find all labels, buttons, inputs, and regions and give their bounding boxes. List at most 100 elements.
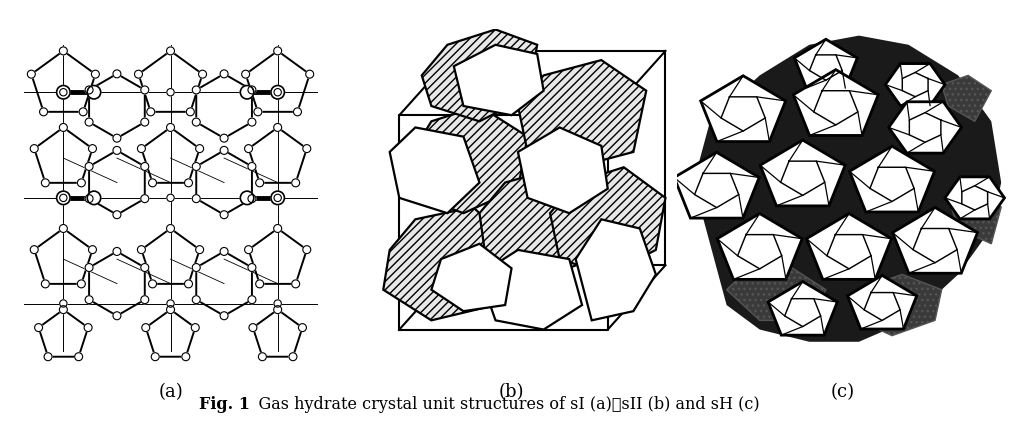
- Circle shape: [167, 300, 174, 307]
- Circle shape: [113, 70, 121, 78]
- Circle shape: [60, 300, 67, 307]
- Circle shape: [167, 123, 174, 131]
- Circle shape: [137, 246, 146, 253]
- Circle shape: [140, 163, 149, 171]
- Text: (c): (c): [831, 383, 854, 401]
- Polygon shape: [945, 177, 1005, 219]
- Circle shape: [302, 246, 310, 253]
- Circle shape: [86, 264, 93, 272]
- Circle shape: [292, 179, 299, 187]
- Circle shape: [274, 194, 281, 202]
- Circle shape: [92, 70, 100, 78]
- Circle shape: [192, 163, 201, 171]
- Circle shape: [271, 191, 284, 205]
- Circle shape: [140, 264, 149, 272]
- Polygon shape: [850, 146, 935, 212]
- Text: (a): (a): [158, 383, 183, 401]
- Polygon shape: [454, 45, 544, 115]
- Circle shape: [184, 280, 192, 288]
- Circle shape: [113, 312, 121, 320]
- Polygon shape: [575, 219, 656, 320]
- Text: (b): (b): [499, 383, 524, 401]
- Polygon shape: [948, 189, 1001, 244]
- Circle shape: [140, 118, 149, 126]
- Polygon shape: [794, 39, 857, 88]
- Circle shape: [42, 280, 49, 288]
- Circle shape: [88, 85, 101, 99]
- Circle shape: [248, 163, 256, 171]
- Polygon shape: [793, 69, 879, 136]
- Circle shape: [140, 296, 149, 304]
- Circle shape: [57, 85, 70, 99]
- Circle shape: [192, 264, 201, 272]
- Circle shape: [220, 134, 228, 142]
- Circle shape: [274, 306, 282, 314]
- Circle shape: [84, 324, 92, 332]
- Circle shape: [60, 88, 67, 96]
- Circle shape: [40, 108, 48, 116]
- Polygon shape: [432, 244, 511, 311]
- Circle shape: [248, 118, 256, 126]
- Circle shape: [274, 123, 282, 131]
- Circle shape: [192, 195, 201, 203]
- Circle shape: [249, 324, 257, 332]
- Circle shape: [74, 353, 82, 361]
- Circle shape: [140, 86, 149, 94]
- Circle shape: [289, 353, 297, 361]
- Circle shape: [137, 145, 146, 152]
- Text: Gas hydrate crystal unit structures of sI (a)，sII (b) and sH (c): Gas hydrate crystal unit structures of s…: [238, 396, 759, 413]
- Polygon shape: [886, 64, 945, 106]
- Circle shape: [248, 264, 256, 272]
- Circle shape: [89, 145, 97, 152]
- Circle shape: [31, 145, 39, 152]
- Circle shape: [259, 353, 267, 361]
- Polygon shape: [409, 106, 527, 213]
- Polygon shape: [421, 29, 538, 121]
- Circle shape: [271, 85, 284, 99]
- Circle shape: [142, 324, 150, 332]
- Circle shape: [31, 246, 39, 253]
- Circle shape: [167, 47, 174, 55]
- Circle shape: [60, 194, 67, 202]
- Circle shape: [191, 324, 200, 332]
- Polygon shape: [390, 128, 479, 213]
- Circle shape: [274, 88, 281, 96]
- Circle shape: [293, 108, 301, 116]
- Polygon shape: [889, 102, 961, 153]
- Circle shape: [253, 108, 262, 116]
- Polygon shape: [700, 76, 786, 141]
- Circle shape: [86, 296, 93, 304]
- Circle shape: [248, 86, 256, 94]
- Circle shape: [86, 86, 93, 94]
- Circle shape: [35, 324, 43, 332]
- Circle shape: [140, 195, 149, 203]
- Polygon shape: [479, 167, 602, 280]
- Circle shape: [182, 353, 189, 361]
- Circle shape: [220, 248, 228, 256]
- Circle shape: [27, 70, 36, 78]
- Circle shape: [220, 147, 228, 155]
- Polygon shape: [693, 36, 1001, 342]
- Circle shape: [240, 191, 253, 205]
- Polygon shape: [518, 128, 608, 213]
- Polygon shape: [847, 275, 917, 329]
- Circle shape: [59, 306, 67, 314]
- Circle shape: [88, 191, 101, 205]
- Circle shape: [244, 145, 252, 152]
- Circle shape: [274, 300, 281, 307]
- Polygon shape: [942, 75, 992, 121]
- Circle shape: [152, 353, 159, 361]
- Circle shape: [195, 145, 204, 152]
- Text: Fig. 1: Fig. 1: [199, 396, 249, 413]
- Polygon shape: [518, 60, 646, 167]
- Circle shape: [186, 108, 194, 116]
- Circle shape: [167, 306, 174, 314]
- Circle shape: [298, 324, 306, 332]
- Circle shape: [199, 70, 207, 78]
- Circle shape: [274, 224, 282, 232]
- Circle shape: [167, 224, 174, 232]
- Circle shape: [57, 191, 70, 205]
- Polygon shape: [806, 213, 892, 280]
- Polygon shape: [727, 268, 826, 320]
- Circle shape: [89, 246, 97, 253]
